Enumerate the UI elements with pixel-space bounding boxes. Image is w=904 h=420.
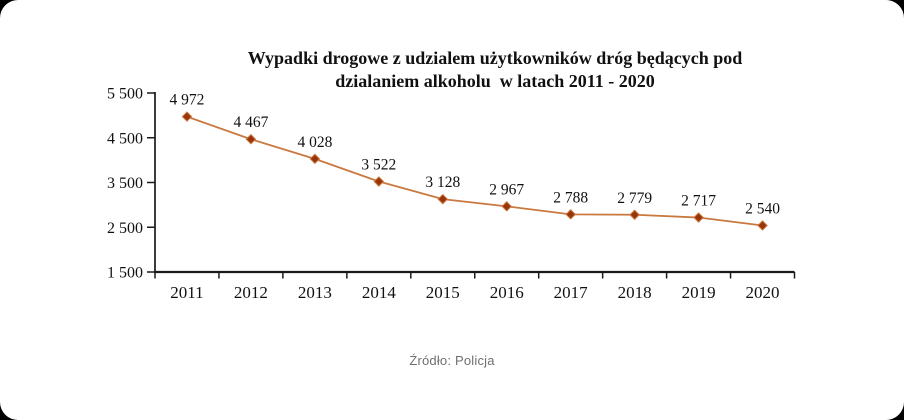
x-axis-category-label: 2016 [490,283,524,302]
x-axis-category-label: 2019 [682,283,716,302]
data-point-marker [757,220,768,231]
data-point-marker [437,193,449,205]
x-axis-category-label: 2020 [746,283,780,302]
data-point-label: 4 028 [297,134,332,151]
x-axis-category-label: 2011 [170,283,203,302]
y-axis-tick-label: 2 500 [107,220,143,237]
data-point-label: 4 972 [170,92,205,109]
x-axis-category-label: 2017 [554,283,589,302]
data-point-marker [501,201,513,212]
data-point-marker [373,176,385,187]
y-axis-tick-label: 4 500 [107,130,143,147]
data-point-label: 2 779 [617,190,652,207]
x-axis-category-label: 2014 [362,283,397,302]
chart-title-line1: Wypadki drogowe z udzialem użytkowników … [247,48,743,68]
data-point-label: 2 967 [489,181,524,198]
data-point-label: 3 128 [425,174,460,191]
data-point-marker [245,133,257,145]
x-axis-category-label: 2018 [618,283,652,302]
data-point-label: 3 522 [361,157,396,174]
chart-title: Wypadki drogowe z udzialem użytkowników … [150,47,840,93]
data-point-marker [693,212,704,223]
data-point-marker [309,153,321,165]
x-axis-category-label: 2015 [426,283,460,302]
y-axis-tick-label: 3 500 [107,175,143,192]
data-point-label: 2 717 [681,193,716,210]
y-axis-tick-label: 1 500 [107,265,143,282]
data-point-marker [565,209,576,220]
source-note: Źródło: Policja [409,353,495,368]
data-point-label: 4 467 [233,114,268,131]
data-point-label: 2 788 [553,189,588,206]
x-axis-category-label: 2012 [234,283,268,302]
data-point-label: 2 540 [745,200,780,217]
chart-title-line2: dzialaniem alkoholu w latach 2011 - 2020 [335,71,655,91]
data-point-marker [629,209,640,221]
y-axis-tick-label: 5 500 [107,86,143,103]
x-axis-category-label: 2013 [298,283,332,302]
data-series-line [186,115,763,227]
data-point-marker [181,111,193,122]
